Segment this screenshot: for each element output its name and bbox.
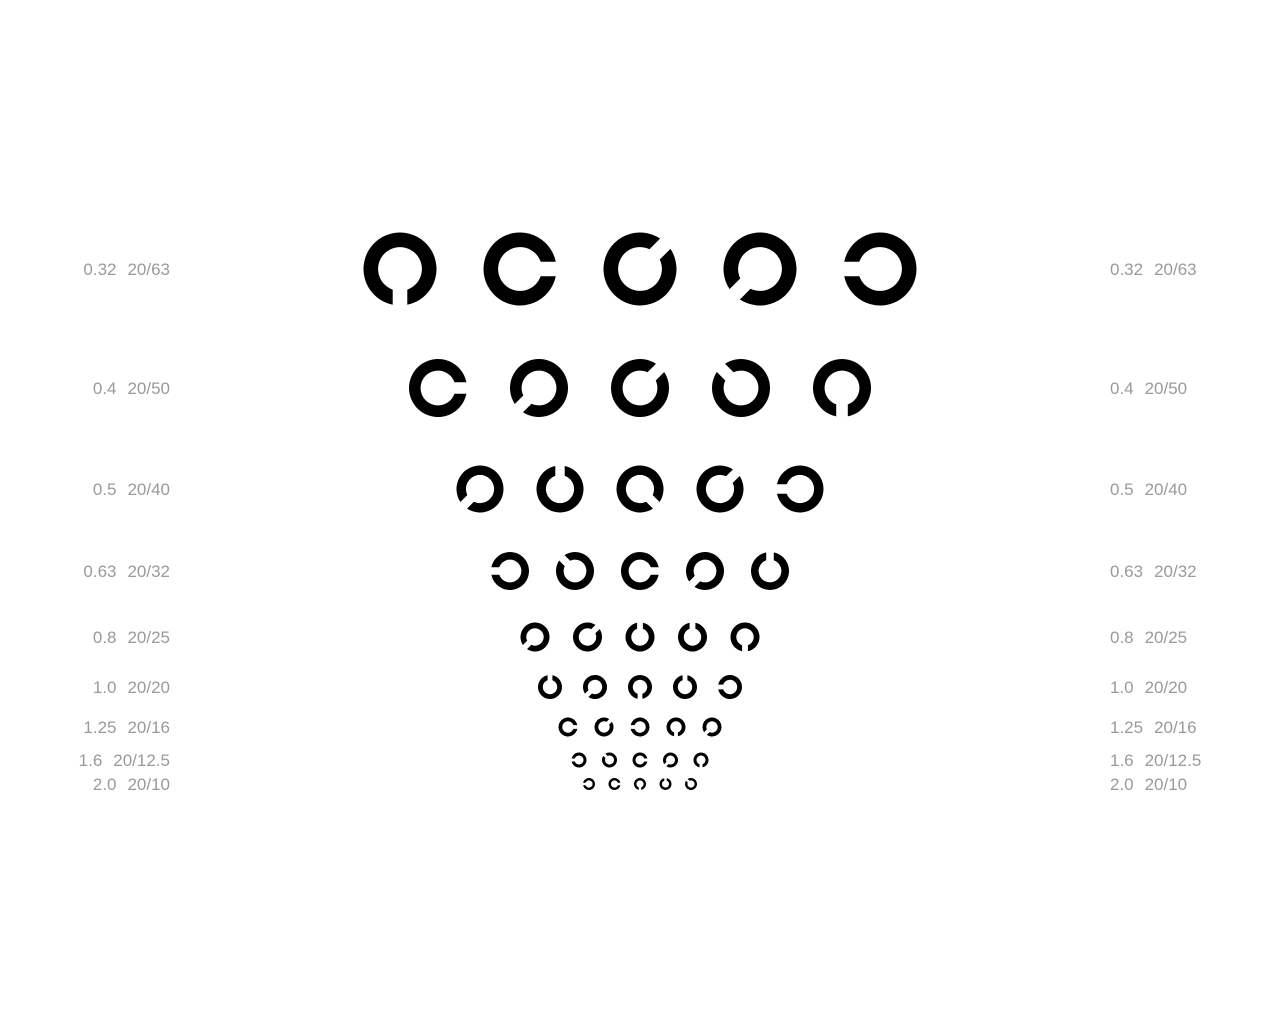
acuity-row xyxy=(491,551,789,591)
landolt-c-optotype xyxy=(601,752,617,768)
landolt-c-optotype xyxy=(583,675,607,699)
landolt-c-optotype xyxy=(608,778,621,790)
acuity-row xyxy=(583,778,697,790)
acuity-row xyxy=(456,465,824,513)
decimal-acuity-label: 1.0 xyxy=(93,678,117,697)
landolt-c-optotype xyxy=(685,552,724,591)
landolt-c-optotype xyxy=(456,465,504,513)
left-labels: 0.32 20/63 0.4 20/50 0.5 20/40 0.63 20/32 0.8 20/… xyxy=(79,260,170,794)
snellen-acuity-label: 20/32 xyxy=(127,562,170,581)
landolt-c-optotype xyxy=(678,622,707,652)
decimal-acuity-label: 1.6 xyxy=(79,751,103,770)
acuity-row xyxy=(520,622,760,652)
landolt-c-optotype xyxy=(634,778,646,790)
landolt-c-optotype xyxy=(555,551,594,590)
landolt-c-optotype xyxy=(520,622,550,652)
decimal-acuity-label: 0.5 xyxy=(1110,480,1134,499)
decimal-acuity-label: 0.8 xyxy=(1110,628,1134,647)
landolt-c-optotype xyxy=(594,717,614,737)
landolt-c-optotype xyxy=(632,752,648,768)
landolt-c-optotype xyxy=(625,622,655,652)
landolt-c-optotype xyxy=(723,232,797,306)
landolt-c-optotype xyxy=(630,717,650,737)
snellen-acuity-label: 20/32 xyxy=(1154,562,1197,581)
landolt-c-optotype xyxy=(659,778,672,790)
decimal-acuity-label: 1.6 xyxy=(1110,751,1134,770)
snellen-acuity-label: 20/25 xyxy=(1145,628,1188,647)
acuity-row xyxy=(571,752,709,768)
snellen-acuity-label: 20/20 xyxy=(127,678,170,697)
landolt-c-optotype xyxy=(628,675,652,699)
landolt-c-optotype xyxy=(583,778,595,790)
decimal-acuity-label: 0.32 xyxy=(1110,260,1143,279)
landolt-c-optotype xyxy=(662,752,678,768)
landolt-c-optotype xyxy=(573,622,602,652)
decimal-acuity-label: 2.0 xyxy=(93,775,117,794)
landolt-c-optotype xyxy=(491,552,529,590)
acuity-row xyxy=(538,674,742,699)
landolt-c-optotype xyxy=(751,552,789,590)
landolt-c-optotype xyxy=(693,752,709,768)
acuity-row xyxy=(408,359,871,418)
landolt-c-optotype xyxy=(558,717,578,737)
snellen-acuity-label: 20/40 xyxy=(1145,480,1188,499)
snellen-acuity-label: 20/12.5 xyxy=(113,751,170,770)
decimal-acuity-label: 0.4 xyxy=(93,379,117,398)
snellen-acuity-label: 20/63 xyxy=(1154,260,1197,279)
landolt-c-optotype xyxy=(702,717,722,737)
landolt-c-optotype xyxy=(510,359,568,417)
decimal-acuity-label: 0.63 xyxy=(83,562,116,581)
landolt-c-optotype xyxy=(813,359,871,417)
landolt-c-optotype xyxy=(666,717,686,737)
snellen-acuity-label: 20/12.5 xyxy=(1145,751,1202,770)
decimal-acuity-label: 0.4 xyxy=(1110,379,1134,398)
decimal-acuity-label: 0.5 xyxy=(93,480,117,499)
landolt-c-optotype xyxy=(603,232,677,306)
landolt-c-optotype xyxy=(844,232,917,306)
snellen-acuity-label: 20/63 xyxy=(127,260,170,279)
decimal-acuity-label: 0.63 xyxy=(1110,562,1143,581)
decimal-acuity-label: 0.8 xyxy=(93,628,117,647)
landolt-c-optotype xyxy=(483,232,556,306)
landolt-c-optotype xyxy=(408,359,467,418)
snellen-acuity-label: 20/50 xyxy=(127,379,170,398)
snellen-acuity-label: 20/16 xyxy=(1154,718,1197,737)
landolt-c-optotype xyxy=(776,465,824,513)
landolt-c-optotype xyxy=(673,675,697,699)
landolt-c-optotype xyxy=(363,232,437,305)
snellen-acuity-label: 20/20 xyxy=(1145,678,1188,697)
decimal-acuity-label: 1.0 xyxy=(1110,678,1134,697)
snellen-acuity-label: 20/16 xyxy=(127,718,170,737)
decimal-acuity-label: 2.0 xyxy=(1110,775,1134,794)
acuity-row xyxy=(558,717,722,737)
landolt-c-optotype xyxy=(696,465,744,513)
landolt-c-optotype xyxy=(718,674,742,699)
snellen-acuity-label: 20/10 xyxy=(127,775,170,794)
decimal-acuity-label: 1.25 xyxy=(1110,718,1143,737)
snellen-acuity-label: 20/40 xyxy=(127,480,170,499)
optotype-rows xyxy=(363,232,917,790)
snellen-acuity-label: 20/50 xyxy=(1145,379,1188,398)
right-labels: 0.32 20/63 0.4 20/50 0.5 20/40 0.63 20/32 0.8 20/… xyxy=(1110,260,1201,794)
snellen-acuity-label: 20/10 xyxy=(1145,775,1188,794)
landolt-c-optotype xyxy=(536,465,584,513)
landolt-c-optotype xyxy=(685,778,697,790)
landolt-c-optotype xyxy=(712,359,770,417)
snellen-acuity-label: 20/25 xyxy=(127,628,170,647)
landolt-c-optotype xyxy=(611,359,669,417)
decimal-acuity-label: 0.32 xyxy=(83,260,116,279)
landolt-c-optotype xyxy=(538,675,562,699)
decimal-acuity-label: 1.25 xyxy=(83,718,116,737)
landolt-c-optotype xyxy=(616,465,664,513)
landolt-c-optotype xyxy=(571,752,587,768)
landolt-c-optotype xyxy=(621,552,659,590)
acuity-row xyxy=(363,232,917,306)
landolt-c-optotype xyxy=(730,622,760,652)
